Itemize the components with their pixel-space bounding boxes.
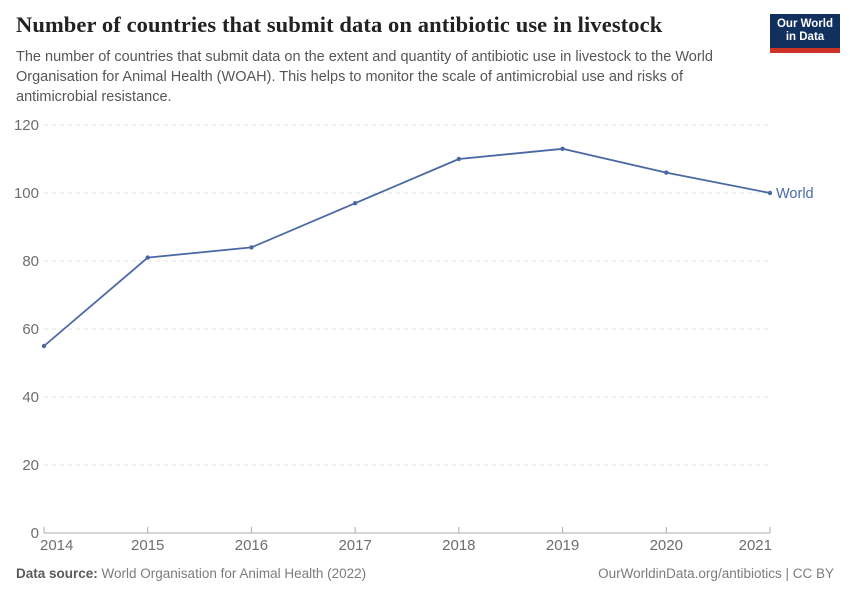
data-point-world-2015 — [145, 255, 150, 260]
x-tick-label-2020: 2020 — [650, 537, 683, 554]
x-tick-label-2019: 2019 — [546, 537, 579, 554]
chart-subtitle: The number of countries that submit data… — [16, 49, 713, 105]
chart-title: Number of countries that submit data on … — [16, 12, 663, 37]
y-tick-label-60: 60 — [22, 321, 39, 338]
x-tick-label-2016: 2016 — [235, 537, 268, 554]
y-tick-label-120: 120 — [14, 117, 39, 134]
y-tick-label-40: 40 — [22, 389, 39, 406]
data-point-world-2014 — [41, 343, 47, 349]
chart-footer: Data source: World Organisation for Anim… — [16, 566, 834, 581]
x-tick-label-2021: 2021 — [739, 537, 772, 554]
owid-logo-line2: in Data — [785, 31, 825, 43]
chart-header: Number of countries that submit data on … — [16, 12, 761, 107]
data-source-label: Data source: — [16, 566, 98, 581]
data-source-value: World Organisation for Animal Health (20… — [97, 566, 367, 581]
y-tick-label-0: 0 — [31, 525, 39, 542]
x-tick-label-2014: 2014 — [40, 537, 73, 554]
data-point-world-2017 — [352, 201, 358, 206]
x-tick-label-2015: 2015 — [131, 537, 164, 554]
owid-logo: Our World in Data — [770, 14, 840, 53]
x-tick-label-2017: 2017 — [338, 537, 371, 554]
data-point-world-2018 — [456, 156, 462, 162]
series-line-world — [43, 147, 771, 347]
data-source-note: Data source: World Organisation for Anim… — [16, 566, 366, 581]
y-tick-label-100: 100 — [14, 185, 39, 202]
owid-logo-line1: Our World — [776, 18, 833, 30]
license-credit: OurWorldinData.org/antibiotics | CC BY — [598, 566, 834, 581]
series-end-label-world: World — [776, 186, 814, 202]
data-point-world-2021 — [767, 190, 773, 196]
y-tick-label-80: 80 — [22, 253, 39, 270]
data-point-world-2020 — [664, 170, 669, 175]
y-tick-label-20: 20 — [22, 457, 39, 474]
data-point-world-2019 — [560, 146, 565, 151]
x-tick-label-2018: 2018 — [442, 537, 475, 554]
data-point-world-2016 — [249, 245, 254, 250]
